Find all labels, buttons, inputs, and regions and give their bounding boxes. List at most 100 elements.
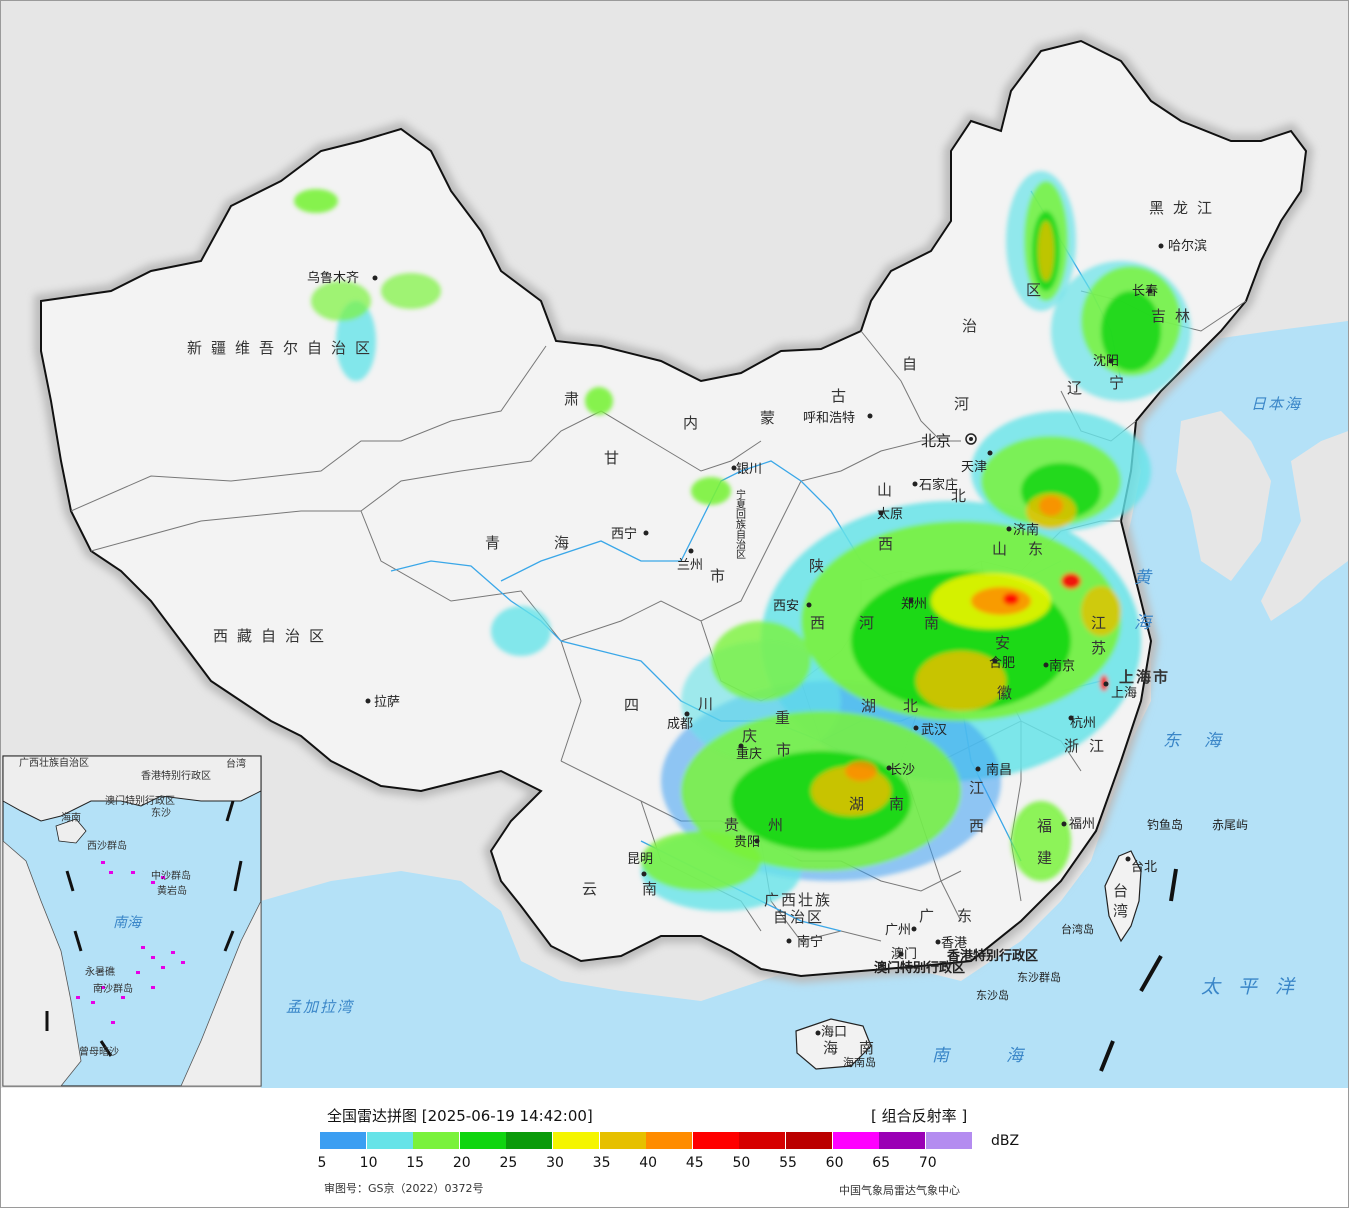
inset-taiwan: 台湾 — [226, 757, 246, 770]
sea-area — [701, 321, 1348, 1088]
label-gansu-2: 肃 — [564, 390, 588, 408]
label-changchun: 长春 — [1132, 284, 1158, 299]
legend-tick-label: 45 — [685, 1155, 704, 1171]
label-hainan-2: 南 — [859, 1039, 883, 1057]
legend-swatch — [739, 1132, 786, 1149]
sea-japan — [1231, 321, 1348, 461]
label-zhejiang-1: 浙 — [1064, 737, 1088, 755]
inset-hainan: 海南 — [61, 811, 81, 824]
inset-south-sea: 南海 — [113, 915, 143, 931]
legend-swatch — [879, 1132, 926, 1149]
korea-land — [1176, 411, 1271, 581]
label-henan-2: 南 — [924, 614, 948, 632]
label-jiangsu-2: 苏 — [1091, 639, 1115, 657]
label-fujian-1: 福 — [1037, 817, 1061, 835]
label-macau-sar: 澳门特别行政区 — [874, 960, 965, 976]
label-nmg-1: 内 — [683, 414, 707, 432]
label-hunan-1: 湖 — [849, 795, 873, 813]
label-jiangsu-1: 江 — [1091, 614, 1115, 632]
label-chongqing-2: 庆 — [742, 727, 766, 745]
inset-macau: 澳门特别行政区 — [105, 794, 175, 807]
legend-tick-label: 35 — [592, 1155, 611, 1171]
label-changsha: 长沙 — [889, 763, 915, 778]
inset-huangyan: 黄岩岛 — [157, 884, 187, 897]
legend-tick-label: 55 — [779, 1155, 797, 1171]
legend-swatch — [599, 1132, 646, 1149]
label-lhasa: 拉萨 — [374, 695, 400, 710]
label-sichuan-1: 四 — [624, 696, 648, 714]
label-tianjin: 天津 — [961, 460, 987, 475]
label-kunming: 昆明 — [627, 852, 653, 867]
legend-swatch — [366, 1132, 413, 1149]
label-guiyang: 贵阳 — [734, 835, 760, 850]
map-svg: 新疆维吾尔自治区 西藏自治区 青 海 甘 肃 内 蒙 古 自 治 区 黑龙江 吉… — [2, 33, 1348, 1088]
label-gansu-1: 甘 — [604, 449, 628, 467]
sea-labels: 日本海 黄 海 东 海 太平洋 南 海 孟加拉湾 — [286, 395, 1312, 1066]
credit: 中国气象局雷达气象中心 — [839, 1184, 960, 1197]
legend-swatch — [692, 1132, 739, 1149]
label-nanchang: 南昌 — [986, 762, 1012, 778]
label-anhui-1: 安 — [995, 634, 1019, 652]
legend-swatch — [413, 1132, 460, 1149]
radar-echoes — [294, 171, 1191, 911]
label-taiwan-2: 湾 — [1113, 902, 1137, 920]
label-shanghai: 上海市 — [1119, 668, 1170, 686]
label-hongkong-sar: 香港特别行政区 — [946, 948, 1038, 964]
inset-zhongsha: 中沙群岛 — [151, 869, 191, 882]
label-fuzhou: 福州 — [1069, 817, 1095, 832]
legend-swatch — [925, 1132, 972, 1149]
label-taiyuan: 太原 — [877, 507, 903, 522]
legend-tick-label: 15 — [406, 1155, 425, 1171]
label-shaanxi-1: 陕 — [809, 557, 833, 575]
label-macau: 澳门 — [891, 946, 917, 962]
label-jiangxi-2: 西 — [969, 817, 993, 835]
label-east-sea-1: 东 — [1163, 731, 1186, 751]
label-urumqi: 乌鲁木齐 — [307, 270, 359, 286]
label-hubei-2: 北 — [903, 697, 927, 715]
label-guangxi-2: 自治区 — [773, 908, 824, 926]
label-beijing: 北京 — [921, 432, 951, 450]
label-south-sea-2: 海 — [1006, 1046, 1029, 1066]
label-pacific: 太平洋 — [1201, 976, 1312, 998]
legend-tick-label: 65 — [872, 1155, 891, 1171]
label-hohhot: 呼和浩特 — [803, 411, 855, 426]
label-hebei-1: 河 — [954, 395, 978, 413]
label-zhejiang-2: 江 — [1089, 737, 1113, 755]
label-shandong-1: 山 — [992, 540, 1016, 558]
label-guangdong-2: 东 — [957, 907, 981, 925]
label-liaoning-2: 宁 — [1109, 374, 1133, 392]
inset-zengmu: 曾母暗沙 — [79, 1045, 119, 1058]
label-hangzhou: 杭州 — [1070, 716, 1096, 731]
legend-swatch — [552, 1132, 599, 1149]
legend-tick-label: 5 — [317, 1155, 327, 1171]
label-yellow-sea-1: 黄 — [1134, 568, 1157, 588]
label-nmg-2: 蒙 — [760, 409, 784, 427]
label-yunnan-1: 云 — [582, 880, 606, 898]
label-shanxi-2: 西 — [878, 535, 902, 553]
label-shanxi-1: 山 — [877, 481, 901, 499]
japan-land — [1261, 431, 1348, 621]
label-shandong-2: 东 — [1028, 540, 1052, 558]
legend-tick-label: 60 — [825, 1155, 844, 1171]
legend-ticks: 5 10 15 20 25 30 35 40 45 50 55 60 65 70 — [317, 1155, 1020, 1173]
inset-yongshu: 永暑礁 — [85, 965, 115, 978]
label-hainan-island: 海南岛 — [843, 1055, 876, 1069]
legend-tick-label: 30 — [546, 1155, 564, 1171]
label-gansu-shi: 市 — [710, 567, 734, 585]
legend-swatch — [506, 1132, 553, 1149]
label-xian: 西安 — [773, 599, 799, 614]
label-guangxi-1: 广西壮族 — [764, 891, 832, 909]
label-yellow-sea-2: 海 — [1134, 613, 1157, 633]
hainan-land — [795, 1018, 872, 1070]
label-chongqing: 重庆 — [736, 746, 762, 762]
label-yunnan-2: 南 — [642, 880, 666, 898]
legend-tick-label: 20 — [452, 1155, 471, 1171]
review-number: 审图号：GS京（2022）0372号 — [324, 1182, 484, 1195]
legend-unit: dBZ — [991, 1133, 1020, 1149]
inset-hongkong: 香港特别行政区 — [141, 769, 211, 782]
label-hunan-2: 南 — [889, 795, 913, 813]
label-taiwan-island: 台湾岛 — [1061, 922, 1094, 936]
label-qinghai-1: 青 — [485, 534, 509, 552]
label-japan-sea: 日本海 — [1251, 395, 1302, 413]
label-jinan: 济南 — [1013, 522, 1039, 538]
